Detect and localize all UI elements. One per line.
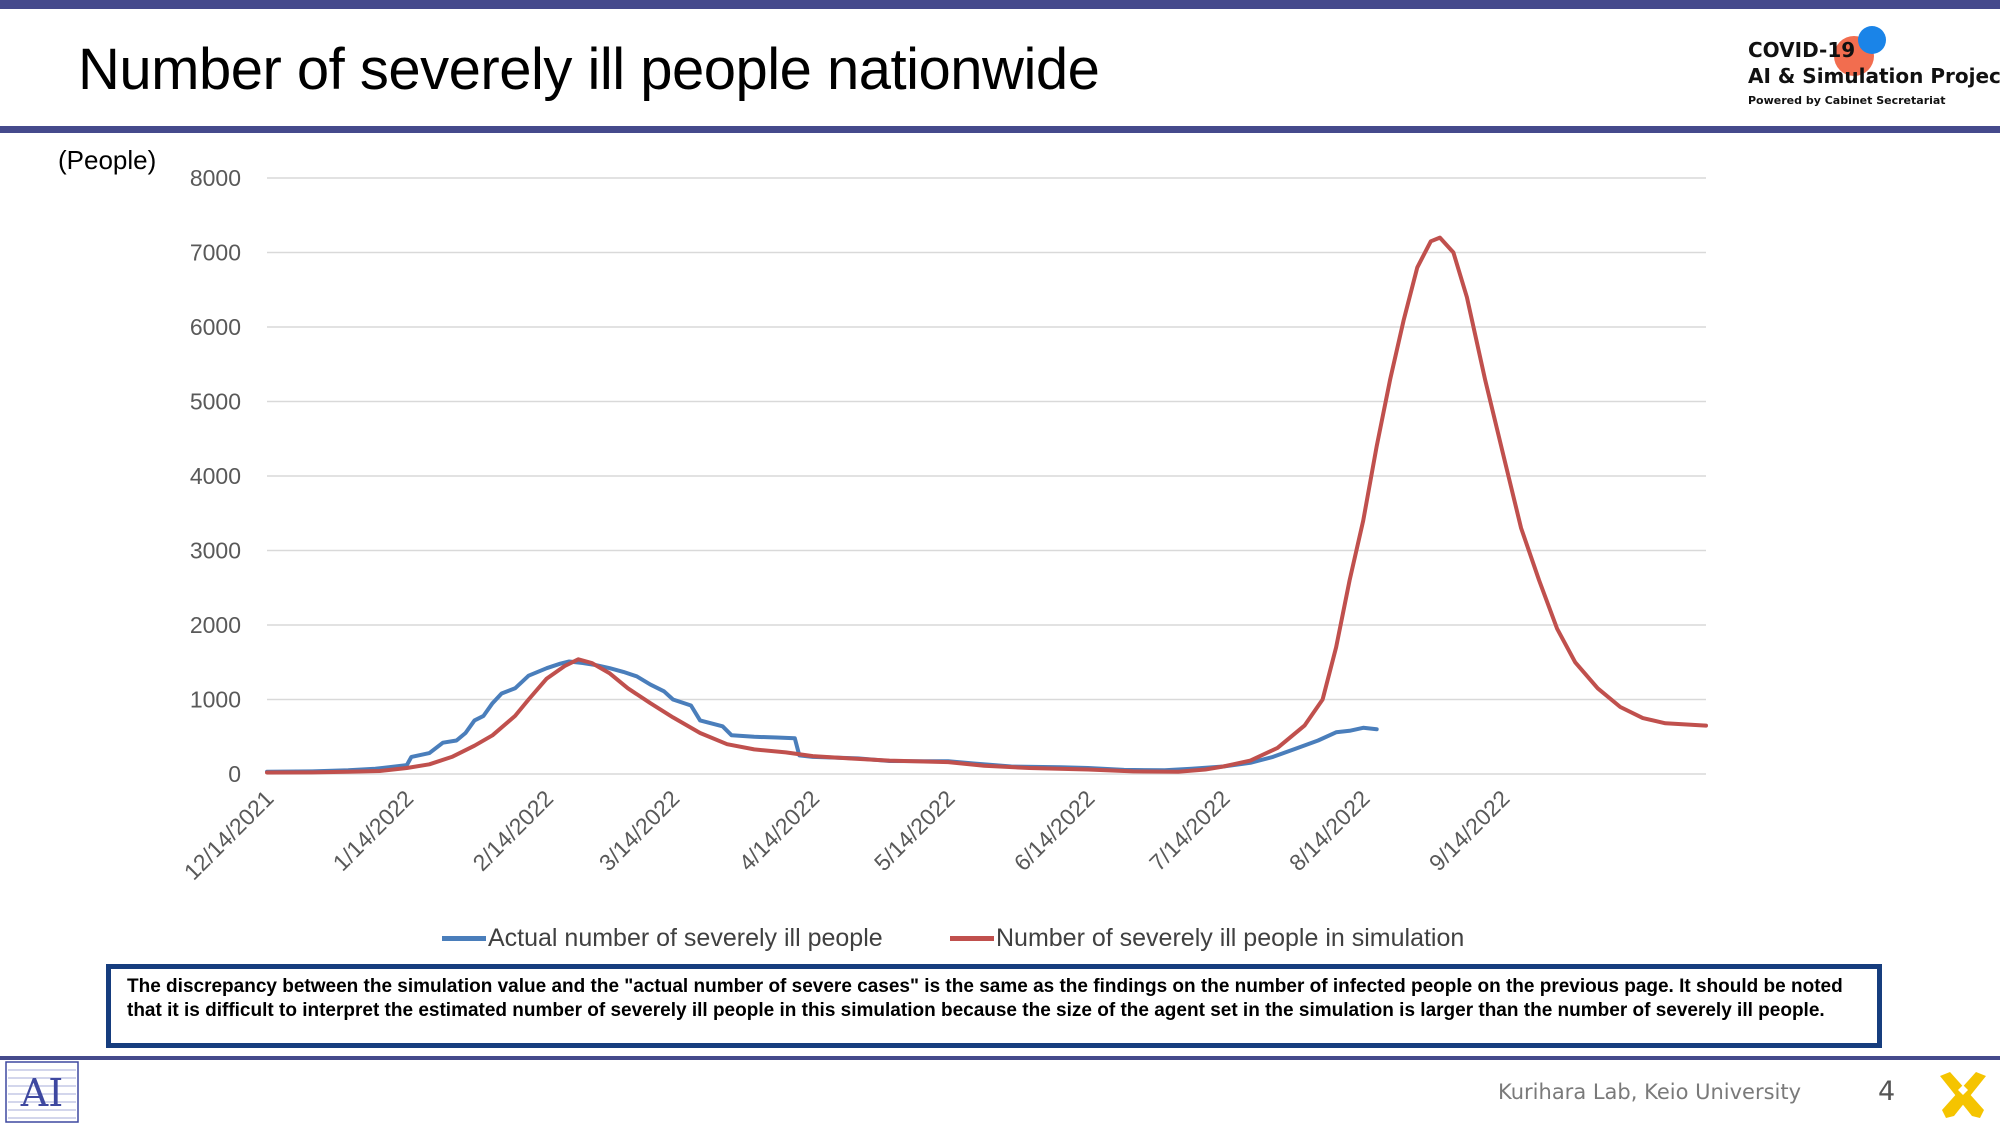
x-tick-label: 1/14/2022 [328, 785, 419, 876]
y-tick-label: 7000 [190, 240, 241, 266]
grid-lines [267, 177, 1706, 775]
y-tick-label: 2000 [190, 612, 241, 638]
x-tick-label: 3/14/2022 [594, 785, 685, 876]
x-tick-label: 2/14/2022 [467, 785, 558, 876]
y-tick-label: 4000 [190, 463, 241, 489]
series-lines [265, 235, 1708, 775]
x-tick-label: 12/14/2021 [179, 785, 279, 885]
keio-pen-logo-icon [1940, 1072, 1986, 1118]
x-tick-label: 6/14/2022 [1009, 785, 1100, 876]
logo-line-3: Powered by Cabinet Secretariat [1748, 94, 1946, 107]
footer-credit: Kurihara Lab, Keio University [1498, 1080, 1802, 1104]
logo-line-1: COVID-19 [1748, 38, 1856, 62]
y-tick-label: 3000 [190, 538, 241, 564]
x-tick-labels: 12/14/2021 1/14/2022 2/14/2022 3/14/2022 4/1… [179, 785, 1515, 885]
legend-swatch-simulation [950, 936, 994, 941]
y-unit-label: (People) [58, 145, 157, 175]
title-rule [0, 126, 2000, 133]
lab-logo-text: AI [20, 1071, 63, 1115]
x-tick-label: 9/14/2022 [1424, 785, 1515, 876]
x-tick-label: 5/14/2022 [869, 785, 960, 876]
chart-area: (People) 0 1000 2000 3000 4000 5000 6000 7000 80… [0, 133, 2000, 963]
y-tick-label: 5000 [190, 389, 241, 415]
y-tick-label: 1000 [190, 687, 241, 713]
page-number: 4 [1878, 1076, 1896, 1107]
x-tick-label: 8/14/2022 [1284, 785, 1375, 876]
y-tick-label: 8000 [190, 165, 241, 191]
y-tick-label: 0 [228, 761, 241, 787]
slide-title: Number of severely ill people nationwide [78, 37, 1100, 102]
covid19-project-logo: COVID-19 AI & Simulation Project Powered… [1746, 24, 2000, 114]
discrepancy-note: The discrepancy between the simulation v… [106, 964, 1882, 1048]
series-line-simulation [265, 235, 1708, 775]
x-tick-label: 4/14/2022 [734, 785, 825, 876]
chart-legend: Actual number of severely ill people Num… [0, 924, 2000, 964]
logo-line-2: AI & Simulation Project [1748, 64, 2000, 88]
logo-blue-dot-icon [1858, 26, 1886, 54]
y-tick-label: 6000 [190, 314, 241, 340]
legend-label-actual: Actual number of severely ill people [488, 924, 883, 952]
legend-item-actual: Actual number of severely ill people [442, 924, 883, 953]
bottom-rule [0, 1056, 2000, 1060]
x-tick-label: 7/14/2022 [1144, 785, 1235, 876]
line-chart: 0 1000 2000 3000 4000 5000 6000 7000 8000 12/14/… [179, 165, 1708, 885]
legend-label-simulation: Number of severely ill people in simulat… [996, 924, 1465, 952]
y-tick-labels: 0 1000 2000 3000 4000 5000 6000 7000 8000 [190, 165, 241, 787]
legend-swatch-actual [442, 936, 486, 941]
top-accent-bar [0, 0, 2000, 9]
legend-item-simulation: Number of severely ill people in simulat… [950, 924, 1464, 953]
lab-logo-icon: AI [5, 1061, 79, 1123]
